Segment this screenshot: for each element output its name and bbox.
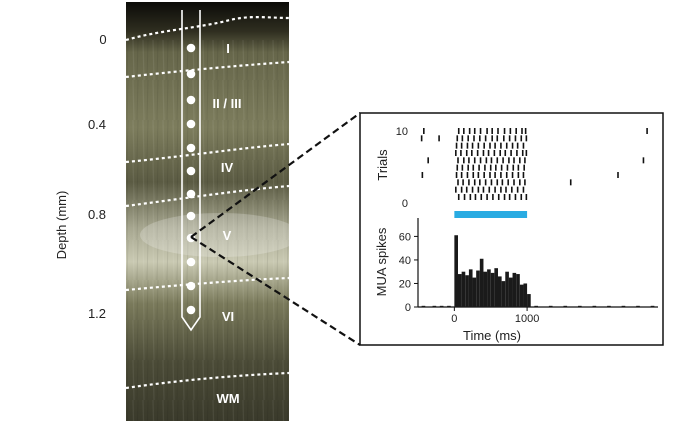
- psth-bar: [461, 271, 466, 307]
- bright-band-layer-v: [140, 213, 300, 257]
- psth-bar: [490, 272, 495, 307]
- electrode-contact: [186, 211, 196, 221]
- electrode-contact: [186, 305, 196, 315]
- boundary-v-vi: [125, 276, 290, 292]
- psth-bar: [465, 275, 469, 307]
- depth-tick-0.4: 0.4: [88, 117, 106, 132]
- psth-ytick-label: 0: [405, 302, 411, 314]
- raster-plot: Trials 10 0: [375, 126, 648, 218]
- psth-bar: [472, 277, 477, 307]
- psth-bar: [479, 258, 484, 307]
- psth-bar: [534, 305, 538, 307]
- psth-bar: [483, 271, 488, 307]
- psth-bar: [607, 305, 611, 307]
- psth-bars: [421, 235, 655, 307]
- electrode-contact: [186, 43, 196, 53]
- psth-bar: [439, 305, 444, 307]
- psth-bar: [505, 271, 509, 307]
- psth-y-title: MUA spikes: [374, 227, 389, 296]
- psth-ytick-label: 40: [399, 255, 411, 267]
- layer-label-vi: VI: [222, 309, 234, 324]
- depth-tick-1.2: 1.2: [88, 306, 106, 321]
- psth-bar: [508, 277, 513, 307]
- depth-tick-0: 0: [99, 32, 106, 47]
- psth-bar: [476, 270, 480, 307]
- tissue-texture: [126, 40, 289, 421]
- psth-bar: [432, 305, 437, 307]
- psth-plot: MUA spikes Time (ms) 0 20 40 60 0 1000: [374, 218, 658, 343]
- psth-xtick-label: 0: [451, 313, 457, 325]
- psth-bar: [447, 305, 451, 307]
- psth-bar: [650, 305, 655, 307]
- electrode-contact: [186, 95, 196, 105]
- layer-label-wm: WM: [216, 391, 239, 406]
- psth-bar: [487, 269, 491, 307]
- psth-x-title: Time (ms): [463, 328, 521, 343]
- raster-spikes: [420, 128, 648, 200]
- psth-bar: [548, 305, 553, 307]
- psth-ytick-label: 20: [399, 278, 411, 290]
- electrode-contact: [186, 189, 196, 199]
- psth-bar: [494, 268, 498, 307]
- electrode-shank: [181, 10, 201, 332]
- raster-ytick-10: 10: [396, 126, 408, 138]
- psth-bar: [523, 283, 528, 307]
- boundary-vi-wm: [125, 371, 290, 390]
- layer-label-ii-iii: II / III: [213, 96, 242, 111]
- psth-bar: [527, 294, 531, 307]
- electrode-contact: [186, 166, 196, 176]
- psth-bar: [498, 276, 502, 307]
- boundary-iii-iv: [125, 142, 290, 164]
- psth-bar: [421, 305, 426, 307]
- psth-bar: [563, 305, 568, 307]
- psth-bar: [519, 284, 524, 307]
- depth-tick-0.8: 0.8: [88, 207, 106, 222]
- zoom-connector-bottom: [190, 236, 361, 346]
- zoom-connector-top: [190, 112, 361, 238]
- psth-bar: [468, 269, 473, 307]
- psth-bar: [516, 274, 520, 307]
- layer-label-v: V: [223, 228, 232, 243]
- layer-label-iv: IV: [221, 160, 234, 175]
- psth-bar: [592, 305, 597, 307]
- psth-bar: [512, 272, 517, 307]
- psth-bar: [501, 281, 506, 307]
- psth-xtick-label: 1000: [515, 313, 539, 325]
- electrode-contact: [186, 143, 196, 153]
- raster-ytick-0: 0: [402, 198, 408, 210]
- psth-bar: [636, 305, 640, 307]
- psth-bar: [454, 235, 458, 307]
- histology-panel: I II / III IV V VI WM: [125, 2, 300, 421]
- electrode-contact: [186, 119, 196, 129]
- pial-surface-line: [125, 16, 290, 42]
- inset-panel: Trials 10 0 MUA spikes Time (ms) 0 20 40 60…: [359, 112, 664, 346]
- stimulus-bar: [454, 211, 528, 218]
- boundary-iv-v: [125, 184, 290, 208]
- psth-bar: [458, 274, 462, 307]
- psth-bar: [578, 305, 582, 307]
- layer-label-i: I: [226, 41, 230, 56]
- psth-bar: [621, 305, 626, 307]
- electrode-contact: [186, 69, 196, 79]
- electrode-contact: [186, 281, 196, 291]
- depth-axis-title: Depth (mm): [54, 191, 69, 260]
- electrode-contact: [186, 257, 196, 267]
- psth-ytick-label: 60: [399, 231, 411, 243]
- raster-y-title: Trials: [375, 149, 390, 181]
- depth-axis: Depth (mm) 0 0.4 0.8 1.2: [54, 32, 107, 321]
